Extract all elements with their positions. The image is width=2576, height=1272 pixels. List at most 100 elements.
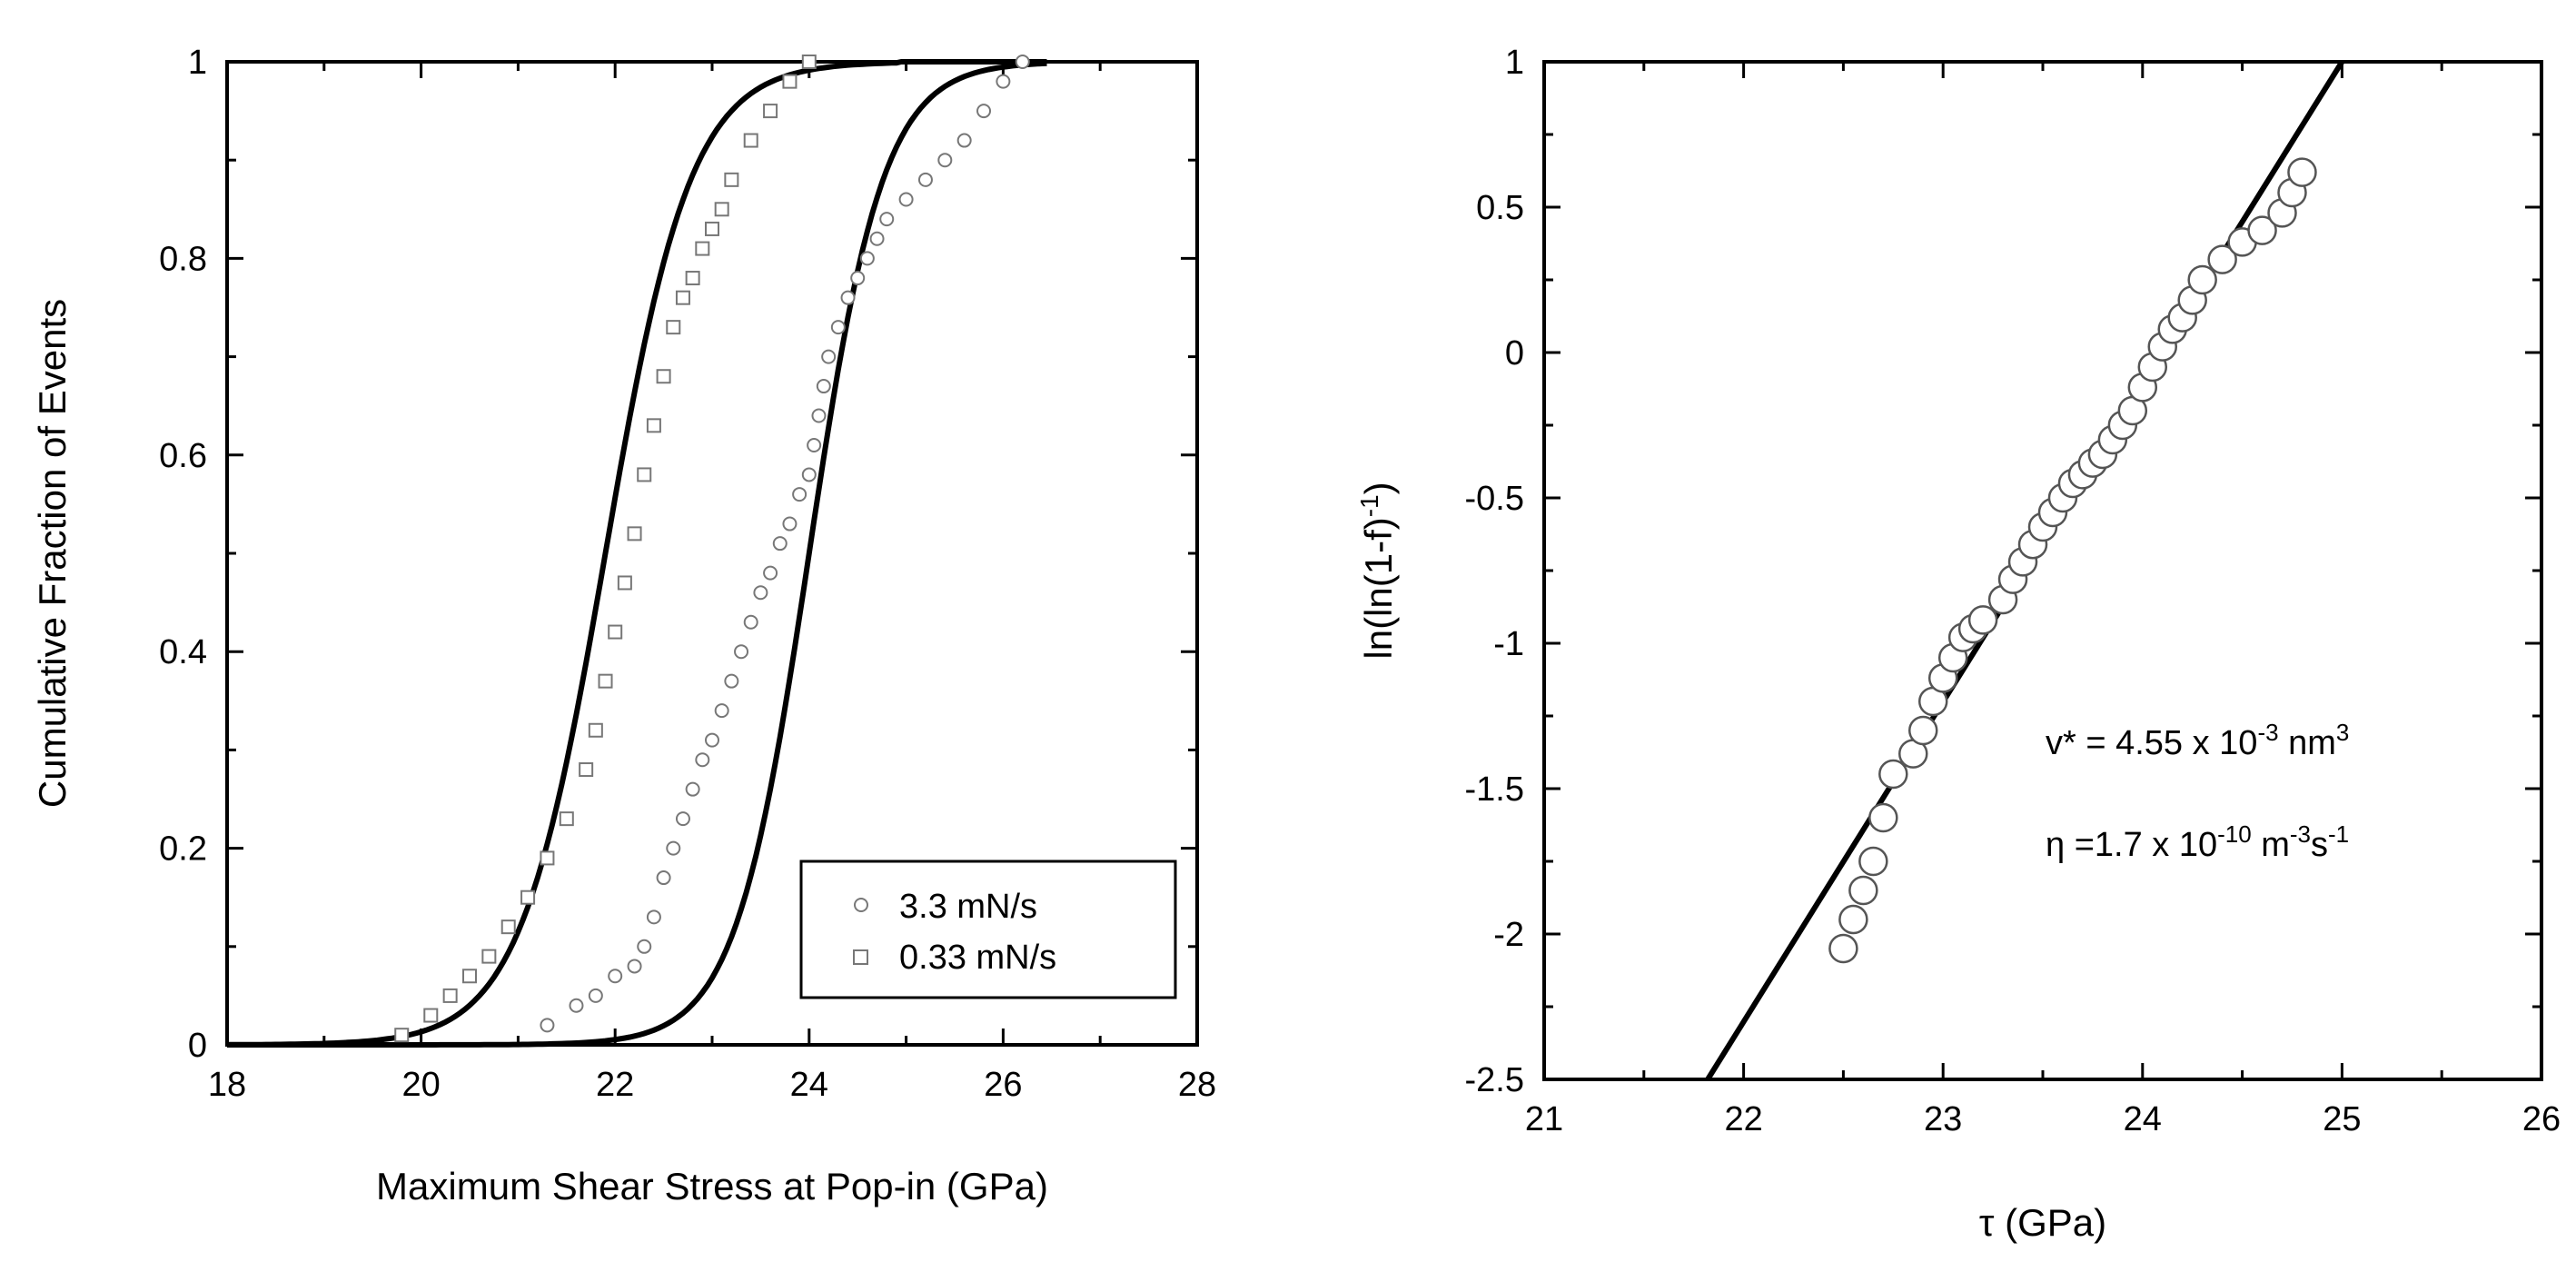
left-ticks: 18 20 22 24 26 28 0 0.2 0.4 0.6 0.8 1 [159, 44, 1216, 1104]
right-ytick-label: 0.5 [1476, 189, 1524, 227]
legend: 3.3 mN/s 0.33 mN/s [799, 860, 1177, 999]
point-0.33 [724, 172, 739, 187]
point-3.3 [705, 732, 719, 748]
point-0.33 [540, 850, 555, 866]
point-0.33 [579, 762, 594, 778]
point-3.3 [569, 998, 584, 1013]
left-ytick-label: 0 [188, 1027, 207, 1065]
right-x-axis-label: τ (GPa) [1979, 1201, 2106, 1244]
point-3.3 [937, 153, 953, 168]
point-3.3 [753, 585, 768, 601]
right-chart: 21 22 23 24 25 26 -2.5 -2 -1.5 -1 -0.5 0 0.5 1 τ (GPa… [1355, 44, 2561, 1244]
point-3.3 [588, 988, 603, 1003]
point-3.3 [724, 673, 739, 689]
left-ytick-label: 0.6 [159, 437, 207, 475]
left-xtick-label: 24 [790, 1066, 828, 1104]
point-ln [2287, 157, 2317, 187]
point-3.3 [782, 516, 798, 532]
point-3.3 [637, 939, 652, 954]
point-0.33 [695, 241, 710, 256]
right-ticks: 21 22 23 24 25 26 -2.5 -2 -1.5 -1 -0.5 0 0.5 1 [1465, 44, 2561, 1138]
point-3.3 [840, 290, 856, 305]
point-3.3 [743, 614, 758, 630]
right-ytick-label: -2.5 [1465, 1061, 1524, 1099]
point-ln [1858, 846, 1888, 877]
point-3.3 [879, 212, 895, 227]
point-3.3 [646, 909, 661, 925]
point-ln [1828, 933, 1858, 964]
point-0.33 [782, 74, 798, 89]
legend-label-3.3: 3.3 mN/s [899, 888, 1037, 926]
left-data-points [394, 55, 1030, 1043]
point-3.3 [763, 565, 778, 581]
point-3.3 [734, 644, 749, 660]
point-ln [1878, 759, 1908, 790]
point-0.33 [608, 624, 623, 640]
right-xtick-label: 21 [1525, 1100, 1563, 1138]
point-3.3 [540, 1018, 555, 1033]
legend-box [799, 860, 1177, 999]
left-xtick-label: 20 [401, 1066, 440, 1104]
point-ln [2207, 244, 2237, 274]
point-0.33 [763, 104, 778, 119]
point-0.33 [423, 1008, 439, 1023]
point-3.3 [792, 487, 807, 502]
point-ln [1868, 802, 1898, 833]
point-3.3 [898, 192, 914, 207]
right-ytick-label: -1 [1493, 625, 1524, 663]
point-0.33 [646, 418, 661, 433]
left-xtick-label: 28 [1178, 1066, 1216, 1104]
left-ytick-label: 1 [188, 44, 207, 82]
left-ytick-label: 0.2 [159, 830, 207, 869]
point-0.33 [685, 271, 700, 286]
point-0.33 [520, 889, 536, 905]
right-y-axis-label: ln(ln(1-f)-1) [1355, 482, 1401, 659]
legend-marker-square [853, 949, 868, 965]
right-ytick-label: -2 [1493, 916, 1524, 954]
point-3.3 [816, 379, 831, 394]
point-0.33 [675, 290, 690, 305]
left-ytick-label: 0.4 [159, 633, 207, 671]
point-3.3 [695, 752, 710, 768]
point-0.33 [442, 988, 458, 1003]
right-xtick-label: 26 [2522, 1100, 2561, 1138]
left-ytick-label: 0.8 [159, 240, 207, 278]
point-0.33 [627, 526, 642, 542]
left-y-axis-label: Cumulative Fraction of Events [31, 299, 74, 808]
point-0.33 [462, 969, 477, 984]
point-3.3 [976, 104, 992, 119]
annotation-eta: η =1.7 x 10-10 m-3s-1 [2046, 820, 2349, 864]
legend-marker-circle [854, 898, 868, 912]
left-chart: 18 20 22 24 26 28 0 0.2 0.4 0.6 0.8 1 Maximum Shear… [31, 44, 1216, 1207]
point-0.33 [666, 320, 681, 335]
point-3.3 [685, 781, 700, 797]
point-0.33 [743, 133, 758, 148]
point-3.3 [807, 437, 822, 452]
fit-curve-1 [227, 60, 1047, 1048]
point-3.3 [801, 467, 817, 482]
right-xtick-label: 24 [2124, 1100, 2162, 1138]
point-ln [2247, 215, 2277, 245]
point-0.33 [705, 221, 719, 236]
left-fit-curves [227, 59, 1047, 1048]
point-3.3 [627, 959, 642, 974]
point-3.3 [859, 251, 875, 266]
point-3.3 [1015, 55, 1030, 69]
point-0.33 [714, 202, 729, 217]
point-3.3 [666, 840, 681, 856]
point-3.3 [811, 408, 827, 423]
point-3.3 [869, 231, 885, 246]
right-xtick-label: 23 [1924, 1100, 1962, 1138]
right-ytick-label: -0.5 [1465, 480, 1524, 518]
point-0.33 [598, 673, 613, 689]
point-ln [1907, 715, 1938, 746]
point-0.33 [617, 575, 632, 591]
right-xtick-label: 22 [1724, 1100, 1762, 1138]
right-plot-frame [1542, 60, 2543, 1081]
point-3.3 [714, 703, 729, 719]
point-0.33 [656, 369, 671, 384]
point-3.3 [917, 172, 933, 187]
right-ytick-label: 0 [1505, 334, 1524, 373]
point-3.3 [772, 536, 788, 552]
